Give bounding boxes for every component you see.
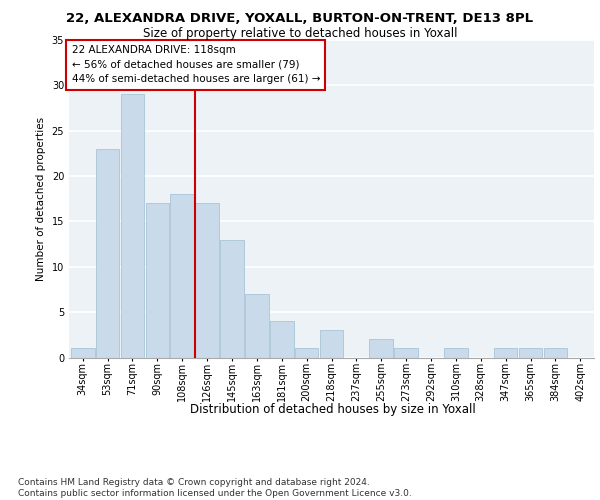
Bar [270, 321, 293, 358]
Bar [195, 204, 219, 358]
Bar [444, 348, 468, 358]
Text: 22 ALEXANDRA DRIVE: 118sqm
← 56% of detached houses are smaller (79)
44% of semi: 22 ALEXANDRA DRIVE: 118sqm ← 56% of deta… [71, 45, 320, 84]
Bar [220, 240, 244, 358]
Bar [245, 294, 269, 358]
Bar [320, 330, 343, 357]
Bar [295, 348, 319, 358]
Bar [544, 348, 567, 358]
Bar [71, 348, 95, 358]
Text: Distribution of detached houses by size in Yoxall: Distribution of detached houses by size … [190, 402, 476, 415]
Y-axis label: Number of detached properties: Number of detached properties [36, 116, 46, 281]
Bar [519, 348, 542, 358]
Bar [121, 94, 144, 358]
Bar [96, 149, 119, 358]
Text: Contains HM Land Registry data © Crown copyright and database right 2024.
Contai: Contains HM Land Registry data © Crown c… [18, 478, 412, 498]
Text: 22, ALEXANDRA DRIVE, YOXALL, BURTON-ON-TRENT, DE13 8PL: 22, ALEXANDRA DRIVE, YOXALL, BURTON-ON-T… [67, 12, 533, 26]
Bar [370, 340, 393, 357]
Bar [146, 204, 169, 358]
Text: Size of property relative to detached houses in Yoxall: Size of property relative to detached ho… [143, 28, 457, 40]
Bar [394, 348, 418, 358]
Bar [494, 348, 517, 358]
Bar [170, 194, 194, 358]
